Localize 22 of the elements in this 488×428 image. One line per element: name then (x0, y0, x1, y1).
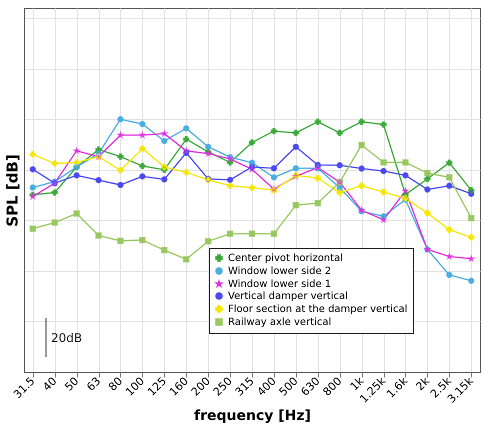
legend-label: Floor section at the damper vertical (228, 304, 408, 315)
x-tick-label: 160 (166, 374, 191, 399)
x-tick-label: 100 (123, 374, 148, 399)
x-tick-label: 400 (254, 374, 279, 399)
x-tick-label: 200 (188, 374, 213, 399)
x-tick-label: 50 (62, 374, 82, 394)
x-tick-label: 125 (145, 374, 170, 399)
annotation: 20dB (51, 331, 82, 345)
legend-label: Window lower side 2 (228, 266, 332, 277)
legend-label: Vertical damper vertical (228, 291, 348, 302)
y-axis-title: SPL [dB] (4, 154, 22, 227)
x-tick-label: 800 (320, 374, 344, 399)
legend-label: Center pivot horizontal (228, 253, 343, 264)
x-tick-label: 250 (210, 374, 235, 399)
legend-label: Railway axle vertical (228, 317, 332, 328)
x-tick-label: 80 (106, 374, 126, 394)
x-tick-label: 630 (298, 374, 323, 399)
legend-label: Window lower side 1 (228, 279, 332, 290)
x-tick-label: 40 (40, 374, 60, 394)
x-tick-label: 63 (84, 374, 104, 394)
x-axis-title: frequency [Hz] (194, 408, 311, 424)
x-tick-label: 500 (276, 374, 301, 399)
